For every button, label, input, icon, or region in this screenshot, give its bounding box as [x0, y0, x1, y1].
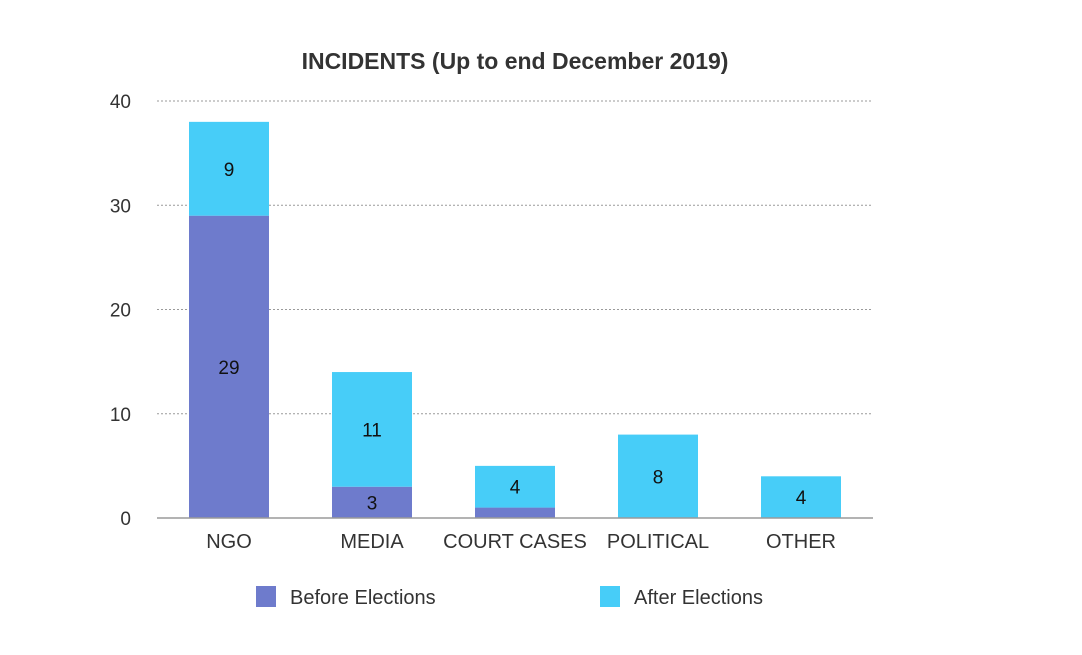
grid-layer	[157, 100, 873, 415]
bar-court-cases-after	[475, 465, 555, 508]
x-tick-label: OTHER	[766, 531, 836, 553]
legend: Before Elections After Elections	[256, 586, 763, 609]
x-tick-label: POLITICAL	[607, 531, 709, 553]
bar-ngo-before	[189, 215, 269, 519]
y-tick-label: 20	[110, 301, 131, 322]
data-label: 9	[224, 160, 235, 181]
data-label: 3	[367, 493, 378, 514]
bar-ngo-after	[189, 121, 269, 216]
data-label: 4	[796, 488, 807, 509]
data-label: 29	[218, 358, 239, 379]
x-tick-label: MEDIA	[340, 531, 404, 553]
data-label: 4	[510, 478, 521, 499]
legend-label: After Elections	[634, 587, 763, 609]
bar-political-after	[618, 434, 698, 518]
y-tick-label: 10	[110, 405, 131, 426]
legend-label: Before Elections	[290, 587, 436, 609]
bars-layer	[189, 121, 841, 519]
y-tick-label: 30	[110, 196, 131, 217]
bar-court-cases-before	[475, 507, 555, 518]
data-label: 11	[362, 420, 382, 441]
data-label: 8	[653, 467, 664, 488]
bar-media-after	[332, 372, 412, 487]
x-tick-label: COURT CASES	[443, 531, 587, 553]
axis-layer: 0 10 20 30 40 NGO MEDIA COURT CASES POLITICAL OTH…	[110, 92, 873, 553]
x-tick-label: NGO	[206, 531, 252, 553]
bar-media-before	[332, 486, 412, 518]
y-tick-label: 40	[110, 92, 131, 113]
legend-swatch	[600, 586, 620, 607]
y-tick-label: 0	[120, 509, 131, 530]
data-labels-layer: 29 9 3 11 4 8 4	[218, 160, 806, 515]
chart-title: INCIDENTS (Up to end December 2019)	[302, 48, 729, 74]
bar-other-after	[761, 476, 841, 518]
legend-swatch	[256, 586, 276, 607]
